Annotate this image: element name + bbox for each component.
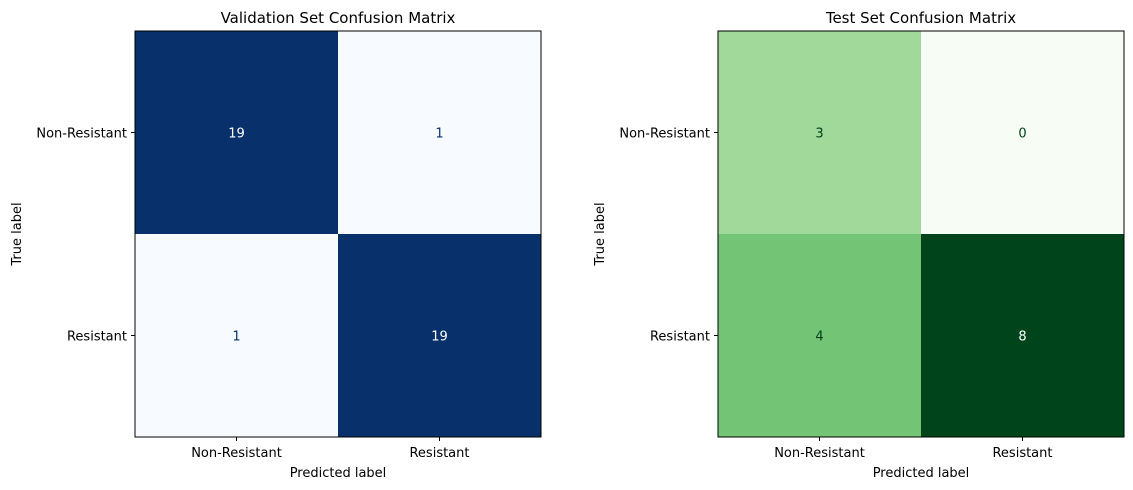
x-tick-label: Non-Resistant — [191, 446, 282, 461]
cell-r1-c0 — [135, 234, 338, 437]
cell-value: 8 — [1018, 330, 1026, 345]
plot-frame — [134, 30, 542, 438]
cell-r0-c0 — [135, 31, 338, 234]
x-tick-label: Resistant — [992, 446, 1052, 461]
cell-r0-c1 — [921, 31, 1124, 234]
cell-value: 1 — [435, 127, 443, 142]
chart-title: Validation Set Confusion Matrix — [221, 9, 456, 27]
y-tick-label: Resistant — [67, 330, 127, 345]
y-axis-label: True label — [10, 202, 25, 266]
cell-r0-c1 — [338, 31, 541, 234]
test-confusion-matrix: Test Set Confusion Matrix 3 0 4 8 Non-Resis… — [593, 9, 1125, 481]
cell-value: 1 — [232, 330, 240, 345]
plot-frame — [717, 30, 1125, 438]
cell-value: 19 — [431, 330, 448, 345]
cell-r1-c1 — [338, 234, 541, 437]
y-axis-label: True label — [593, 202, 608, 266]
y-tick-label: Non-Resistant — [619, 127, 710, 142]
cell-value: 0 — [1018, 127, 1026, 142]
x-tick-label: Non-Resistant — [774, 446, 865, 461]
validation-confusion-matrix: Validation Set Confusion Matrix 19 1 1 19 N… — [10, 9, 542, 481]
cell-value: 4 — [815, 330, 823, 345]
y-tick-label: Resistant — [650, 330, 710, 345]
cell-value: 3 — [815, 127, 823, 142]
x-tick-label: Resistant — [409, 446, 469, 461]
x-axis-label: Predicted label — [873, 466, 970, 481]
cell-r1-c0 — [718, 234, 921, 437]
x-axis-label: Predicted label — [290, 466, 387, 481]
cell-r0-c0 — [718, 31, 921, 234]
y-tick-label: Non-Resistant — [36, 127, 127, 142]
cell-value: 19 — [228, 127, 245, 142]
chart-title: Test Set Confusion Matrix — [825, 9, 1016, 27]
cell-r1-c1 — [921, 234, 1124, 437]
